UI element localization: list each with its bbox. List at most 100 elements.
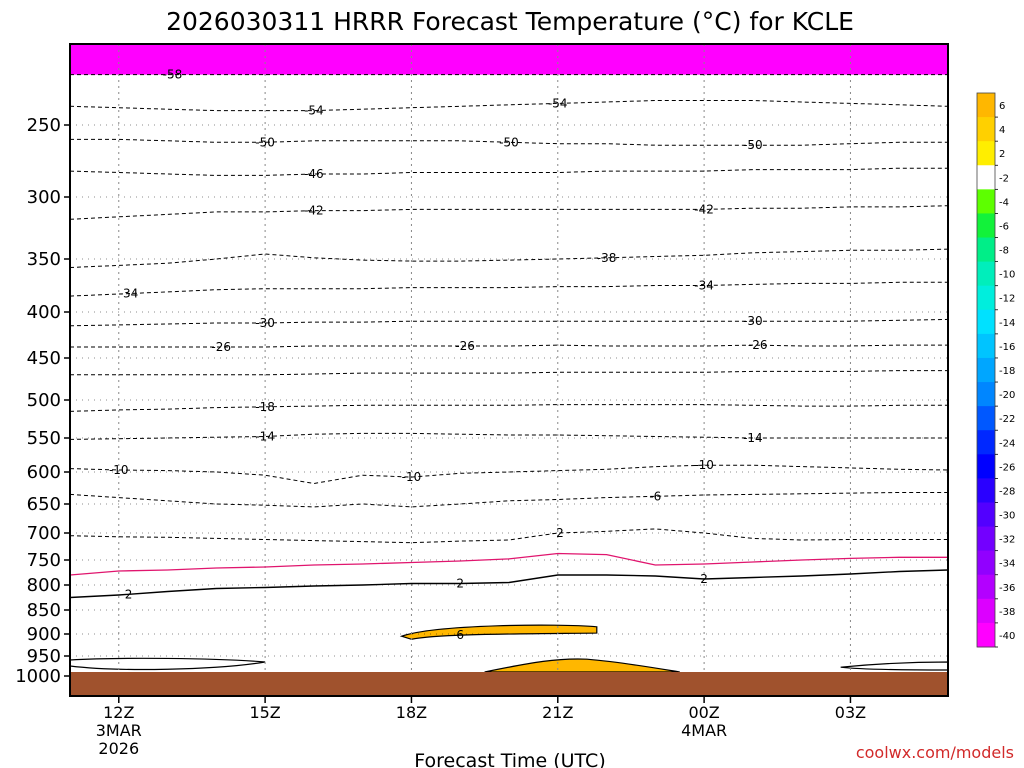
y-axis: 250 300 350 400 450 500 550 600 650 700 750 800 850 9… (15, 115, 70, 687)
colorbar-label--36: -36 (999, 583, 1015, 594)
colorbar-swatch--8 (977, 237, 995, 263)
isotherm-label-minus46-0: -46 (304, 167, 324, 181)
isotherm-label-minus26-0: -26 (211, 340, 231, 354)
colorbar-label--2: -2 (999, 173, 1009, 184)
x-tick-label-21Z: 21Z (542, 703, 573, 722)
y-tick-label-900: 900 (27, 624, 61, 645)
colorbar-label--14: -14 (999, 318, 1015, 329)
isotherm-label-minus30-1: -30 (743, 314, 763, 328)
isotherm-plus2 (70, 569, 948, 599)
isotherm-label-minus50-2: -50 (743, 138, 763, 152)
y-tick-label-600: 600 (27, 462, 61, 483)
isotherm-label-minus42-1: -42 (694, 202, 714, 216)
isotherm-label-minus6-0: -6 (649, 489, 661, 503)
colorbar-label-6: 6 (999, 101, 1005, 112)
y-tick-label-300: 300 (27, 187, 61, 208)
colorbar-swatch-6 (977, 93, 995, 118)
isotherm-minus22 (70, 370, 948, 376)
isotherm-label-minus26-1: -26 (455, 339, 475, 353)
colorbar-label--10: -10 (999, 270, 1015, 281)
isotherm-label-minus10-1: -10 (402, 470, 422, 484)
colorbar-label--32: -32 (999, 535, 1015, 546)
y-tick-label-250: 250 (27, 115, 61, 136)
colorbar-swatch-2 (977, 141, 995, 166)
colorbar-swatch--28 (977, 478, 995, 503)
colorbar-label--28: -28 (999, 486, 1015, 497)
colorbar-swatch--24 (977, 430, 995, 455)
colorbar-swatch--26 (977, 454, 995, 479)
pressure-gridlines (70, 44, 948, 696)
y-tick-label-700: 700 (27, 523, 61, 544)
isotherm-label-minus2-0: -2 (552, 526, 564, 540)
isotherm-label-minus26-2: -26 (748, 338, 768, 352)
colorbar-swatch--40 (977, 622, 995, 648)
colorbar-label--22: -22 (999, 414, 1015, 425)
x-tick-date-00Z: 4MAR (681, 721, 727, 740)
colorbar-label--12: -12 (999, 294, 1015, 305)
y-tick-label-850: 850 (27, 600, 61, 621)
isotherm-label-plus2-1: 2 (456, 577, 464, 591)
isotherm-minus34 (70, 281, 948, 297)
isotherm-label-minus14-1: -14 (743, 431, 763, 445)
colorbar-label--30: -30 (999, 511, 1015, 522)
colorbar-label--34: -34 (999, 559, 1015, 570)
isotherm-contours: -58 -54 -54 -50 -50 -50 -46 -42 -42 -38 -34 -34 -30 -… (70, 68, 948, 642)
y-tick-label-1000: 1000 (15, 666, 61, 687)
isotherm-label-minus30-0: -30 (255, 316, 275, 330)
y-tick-label-750: 750 (27, 550, 61, 571)
colorbar-label--4: -4 (999, 197, 1009, 208)
colorbar-swatch-4 (977, 117, 995, 142)
isotherm-label-minus50-1: -50 (499, 135, 519, 149)
cool-surface-pocket-right (840, 661, 948, 671)
colorbar-swatch--16 (977, 333, 995, 359)
colorbar-label--8: -8 (999, 246, 1009, 257)
temperature-bands (70, 74, 948, 696)
isotherm-minus30 (70, 318, 948, 327)
y-tick-label-800: 800 (27, 575, 61, 596)
isotherm-label-minus58-0: -58 (163, 68, 183, 82)
isotherm-label-minus10-2: -10 (694, 458, 714, 472)
isotherm-label-plus2-2: 2 (700, 572, 708, 586)
site-credit[interactable]: coolwx.com/models (856, 743, 1014, 762)
colorbar-swatch--6 (977, 213, 995, 239)
x-tick-label-00Z: 00Z (688, 703, 719, 722)
colorbar-swatch--12 (977, 285, 995, 311)
warm-surface-6c-region (484, 658, 680, 673)
colorbar-label--18: -18 (999, 366, 1015, 377)
isotherm-label-minus38-0: -38 (597, 251, 617, 265)
y-tick-label-400: 400 (27, 302, 61, 323)
colorbar-swatch--10 (977, 261, 995, 287)
warm-core-6c-region (399, 624, 598, 640)
y-tick-label-450: 450 (27, 348, 61, 369)
x-tick-label-12Z: 12Z (103, 703, 134, 722)
colorbar-label-2: 2 (999, 149, 1005, 160)
isotherm-zero (70, 552, 948, 576)
colorbar-label--20: -20 (999, 390, 1015, 401)
isotherm-minus46 (70, 167, 948, 176)
colorbar-swatch--38 (977, 598, 995, 624)
isotherm-label-minus54-1: -54 (548, 96, 568, 110)
colorbar-swatch--18 (977, 357, 995, 383)
y-tick-label-650: 650 (27, 494, 61, 515)
x-tick-label-18Z: 18Z (396, 703, 427, 722)
isotherm-minus18 (70, 404, 948, 412)
x-tick-year-12Z: 2026 (98, 739, 139, 758)
isotherm-minus26 (70, 344, 948, 348)
colorbar-label--24: -24 (999, 438, 1015, 449)
colorbar-label--26: -26 (999, 462, 1015, 473)
colorbar-swatch--34 (977, 550, 995, 576)
x-tick-label-03Z: 03Z (835, 703, 866, 722)
colorbar-swatch--22 (977, 406, 995, 431)
colorbar-swatch--14 (977, 309, 995, 335)
colorbar-swatch--30 (977, 502, 995, 528)
colorbar-label--6: -6 (999, 221, 1009, 232)
isotherm-minus54 (70, 100, 948, 112)
isotherm-label-minus10-0: -10 (109, 463, 129, 477)
surface-ground (70, 672, 948, 696)
isotherm-minus14 (70, 432, 948, 440)
x-tick-label-15Z: 15Z (249, 703, 280, 722)
plot-area: -58 -54 -54 -50 -50 -50 -46 -42 -42 -38 -34 -34 -30 -… (70, 44, 948, 696)
chart-title: 2026030311 HRRR Forecast Temperature (°C… (166, 7, 854, 36)
isotherm-label-plus6-0: 6 (456, 628, 464, 642)
